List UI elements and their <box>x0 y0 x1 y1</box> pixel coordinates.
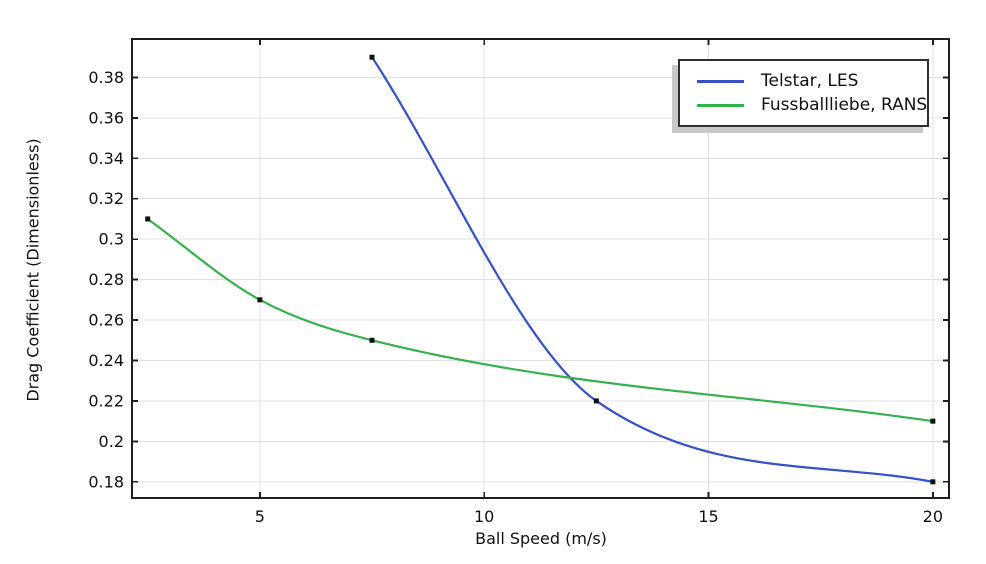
y-tick-label: 0.28 <box>88 270 124 289</box>
tick-labels: 5 10 15 20 0.18 0.2 0.22 0.24 0.26 0.28 0.3 0.32 0.3… <box>88 68 943 526</box>
legend-item-fussballliebe: Fussballliebe, RANS <box>697 94 928 115</box>
y-tick-label: 0.3 <box>99 230 124 249</box>
y-tick-label: 0.24 <box>88 351 124 370</box>
x-tick-label: 5 <box>255 507 265 526</box>
series-markers-1 <box>145 216 936 424</box>
legend-label-telstar: Telstar, LES <box>761 70 859 91</box>
plot-border <box>131 38 950 499</box>
legend-item-telstar: Telstar, LES <box>697 70 927 91</box>
axis-ticks <box>132 39 949 498</box>
legend: Telstar, LES Fussballliebe, RANS <box>678 59 929 127</box>
gridlines <box>132 39 949 498</box>
y-tick-label: 0.22 <box>88 391 124 410</box>
y-tick-label: 0.18 <box>88 472 124 491</box>
y-tick-label: 0.2 <box>99 432 124 451</box>
legend-label-fussballliebe: Fussballliebe, RANS <box>761 94 928 115</box>
y-tick-label: 0.34 <box>88 149 124 168</box>
x-tick-label: 10 <box>474 507 494 526</box>
y-tick-label: 0.26 <box>88 311 124 330</box>
y-tick-label: 0.38 <box>88 68 124 87</box>
series-markers-0 <box>369 54 936 485</box>
x-axis-label: Ball Speed (m/s) <box>475 529 607 548</box>
y-axis-label: Drag Coefficient (Dimensionless) <box>23 138 43 402</box>
x-tick-label: 15 <box>698 507 718 526</box>
y-tick-label: 0.36 <box>88 108 124 127</box>
x-tick-label: 20 <box>923 507 943 526</box>
telstar-line-swatch <box>697 79 744 83</box>
fussballliebe-line-swatch <box>697 103 744 107</box>
y-tick-label: 0.32 <box>88 189 124 208</box>
